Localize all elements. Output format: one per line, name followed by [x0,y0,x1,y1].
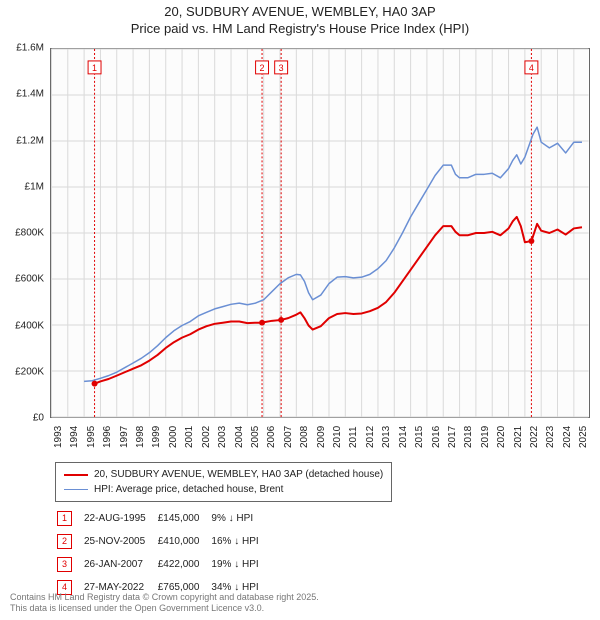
transaction-price: £410,000 [158,531,210,552]
svg-text:4: 4 [529,63,534,73]
x-tick-label: 2000 [168,426,179,448]
x-tick-label: 2012 [365,426,376,448]
footer: Contains HM Land Registry data © Crown c… [10,592,319,615]
title-block: 20, SUDBURY AVENUE, WEMBLEY, HA0 3AP Pri… [0,0,600,38]
transaction-date: 26-JAN-2007 [84,554,156,575]
transaction-point [278,317,284,323]
x-tick-label: 2024 [562,426,573,448]
legend-label: 20, SUDBURY AVENUE, WEMBLEY, HA0 3AP (de… [94,467,383,482]
x-tick-label: 1996 [102,426,113,448]
transaction-row: 3 26-JAN-2007£422,00019% ↓ HPI [57,554,269,575]
marker-flag: 2 [256,61,269,74]
svg-text:3: 3 [279,63,284,73]
legend-row: 20, SUDBURY AVENUE, WEMBLEY, HA0 3AP (de… [64,467,383,482]
plot-svg: 1 2 3 4 [51,49,589,417]
y-tick-label: £400K [15,320,44,331]
x-tick-label: 1993 [53,426,64,448]
y-tick-label: £800K [15,228,44,239]
footer-line2: This data is licensed under the Open Gov… [10,603,319,614]
x-tick-label: 1995 [86,426,97,448]
plot-area: 1 2 3 4 [50,48,590,418]
x-tick-label: 2007 [283,426,294,448]
x-tick-label: 2015 [414,426,425,448]
transaction-point [259,320,265,326]
x-tick-label: 1998 [135,426,146,448]
y-tick-label: £0 [33,413,44,424]
x-tick-label: 2018 [463,426,474,448]
transaction-marker: 2 [57,534,72,549]
transactions-tbody: 1 22-AUG-1995£145,0009% ↓ HPI 2 25-NOV-2005… [57,508,269,598]
x-tick-label: 1997 [119,426,130,448]
transaction-row: 1 22-AUG-1995£145,0009% ↓ HPI [57,508,269,529]
x-tick-label: 2013 [381,426,392,448]
x-tick-label: 2005 [250,426,261,448]
legend-label: HPI: Average price, detached house, Bren… [94,482,283,497]
y-tick-label: £200K [15,366,44,377]
transaction-diff: 9% ↓ HPI [211,508,268,529]
x-axis-labels: 1993 1994 1995 1996 1997 1998 1999 2000 2001 2002… [50,418,590,458]
transaction-point [528,238,534,244]
transaction-marker: 1 [57,511,72,526]
legend-swatch [64,489,88,490]
x-tick-label: 2009 [316,426,327,448]
x-tick-label: 2020 [496,426,507,448]
x-tick-label: 2011 [348,426,359,448]
y-tick-label: £1.4M [16,89,44,100]
transaction-date: 25-NOV-2005 [84,531,156,552]
x-tick-label: 2008 [299,426,310,448]
x-tick-label: 2010 [332,426,343,448]
legend-row: HPI: Average price, detached house, Bren… [64,482,383,497]
transaction-point [92,381,98,387]
y-tick-label: £1.6M [16,43,44,54]
marker-flag: 1 [88,61,101,74]
x-tick-label: 2003 [217,426,228,448]
svg-text:2: 2 [260,63,265,73]
transaction-diff: 16% ↓ HPI [211,531,268,552]
transaction-price: £145,000 [158,508,210,529]
y-axis-labels: £0£200K£400K£600K£800K£1M£1.2M£1.4M£1.6M [0,48,48,418]
x-tick-label: 2023 [545,426,556,448]
x-tick-label: 2019 [480,426,491,448]
x-tick-label: 2002 [201,426,212,448]
x-tick-label: 2001 [184,426,195,448]
x-tick-label: 2016 [431,426,442,448]
x-tick-label: 2014 [398,426,409,448]
chart-container: 20, SUDBURY AVENUE, WEMBLEY, HA0 3AP Pri… [0,0,600,620]
transaction-diff: 19% ↓ HPI [211,554,268,575]
legend: 20, SUDBURY AVENUE, WEMBLEY, HA0 3AP (de… [55,462,392,502]
marker-flag: 3 [275,61,288,74]
title-line2: Price paid vs. HM Land Registry's House … [0,21,600,38]
legend-swatch [64,474,88,476]
x-tick-label: 1999 [151,426,162,448]
y-tick-label: £600K [15,274,44,285]
x-tick-label: 2022 [529,426,540,448]
marker-flag: 4 [525,61,538,74]
transaction-date: 22-AUG-1995 [84,508,156,529]
svg-text:1: 1 [92,63,97,73]
x-tick-label: 2017 [447,426,458,448]
transaction-price: £422,000 [158,554,210,575]
x-tick-label: 2004 [234,426,245,448]
footer-line1: Contains HM Land Registry data © Crown c… [10,592,319,603]
x-tick-label: 2021 [513,426,524,448]
x-tick-label: 2025 [578,426,589,448]
x-tick-label: 1994 [69,426,80,448]
y-tick-label: £1.2M [16,135,44,146]
transaction-row: 2 25-NOV-2005£410,00016% ↓ HPI [57,531,269,552]
transactions-table: 1 22-AUG-1995£145,0009% ↓ HPI 2 25-NOV-2005… [55,506,271,600]
transaction-marker: 3 [57,557,72,572]
x-tick-label: 2006 [266,426,277,448]
y-tick-label: £1M [25,181,44,192]
title-line1: 20, SUDBURY AVENUE, WEMBLEY, HA0 3AP [0,4,600,21]
